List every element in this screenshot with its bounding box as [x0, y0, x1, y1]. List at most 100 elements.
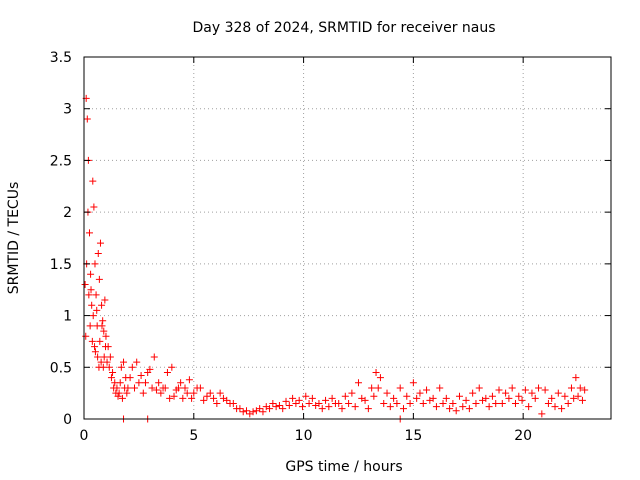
data-point [100, 353, 108, 361]
data-point [266, 405, 274, 413]
data-point [578, 396, 586, 404]
data-point [123, 389, 131, 397]
data-point [226, 399, 234, 407]
data-point [488, 392, 496, 400]
plot-frame [83, 56, 612, 420]
x-tick-label: 5 [189, 428, 198, 444]
data-point [396, 384, 404, 392]
y-tick-label: 1 [63, 309, 72, 325]
x-tick-labels: 0 5 10 15 20 [80, 428, 533, 444]
data-point [535, 384, 543, 392]
data-point [354, 379, 362, 387]
data-point [406, 399, 414, 407]
y-tick-label: 0 [63, 412, 72, 428]
data-point [554, 389, 562, 397]
data-point [183, 389, 191, 397]
tick-marks [83, 56, 611, 420]
data-point [177, 379, 185, 387]
data-point [544, 399, 552, 407]
data-point [390, 394, 398, 402]
data-point [511, 399, 519, 407]
data-point [91, 343, 99, 351]
data-point [118, 394, 126, 402]
data-point [576, 384, 584, 392]
data-point [95, 275, 103, 283]
data-point [479, 396, 487, 404]
y-axis-label: SRMTID / TECUs [6, 182, 22, 295]
data-point [157, 389, 165, 397]
y-tick-labels: 0 0.5 1 1.5 2 2.5 3 3.5 [50, 50, 72, 428]
data-point [289, 394, 297, 402]
data-point [399, 405, 407, 413]
data-point [82, 332, 90, 340]
data-point [538, 410, 546, 418]
data-point [97, 358, 105, 366]
data-point [188, 394, 196, 402]
data-point [144, 368, 152, 376]
data-point [505, 394, 513, 402]
data-point [155, 379, 163, 387]
data-point [114, 392, 122, 400]
data-point [86, 322, 94, 330]
data-point [206, 389, 214, 397]
data-point [426, 396, 434, 404]
data-point [423, 386, 431, 394]
data-point [88, 301, 96, 309]
data-point [94, 353, 102, 361]
data-point [485, 403, 493, 411]
data-point [364, 405, 372, 413]
data-point [174, 384, 182, 392]
data-point [193, 384, 201, 392]
data-point [242, 407, 250, 415]
data-point [210, 394, 218, 402]
data-point [93, 306, 101, 314]
data-point [94, 250, 102, 258]
data-point [446, 405, 454, 413]
data-point [98, 301, 106, 309]
data-point [91, 260, 99, 268]
data-point [203, 392, 211, 400]
data-point [170, 392, 178, 400]
data-point [419, 399, 427, 407]
data-point [472, 399, 480, 407]
chart-title: Day 328 of 2024, SRMTID for receiver nau… [192, 20, 495, 36]
data-point [135, 379, 143, 387]
data-point [141, 379, 149, 387]
data-point [439, 399, 447, 407]
data-point [416, 389, 424, 397]
data-point [91, 348, 99, 356]
data-point [498, 399, 506, 407]
data-point [106, 353, 114, 361]
data-point [98, 322, 106, 330]
data-point [99, 317, 107, 325]
data-point [551, 403, 559, 411]
data-point [83, 115, 91, 123]
data-point [85, 291, 93, 299]
data-point [525, 403, 533, 411]
data-point [128, 363, 136, 371]
data-point [102, 343, 110, 351]
data-point [131, 384, 139, 392]
data-point [403, 392, 411, 400]
data-point [328, 394, 336, 402]
data-point [105, 363, 113, 371]
data-point [541, 386, 549, 394]
data-point [213, 399, 221, 407]
data-point [275, 402, 283, 410]
data-point [96, 337, 104, 345]
data-point [558, 405, 566, 413]
data-point [282, 397, 290, 405]
data-point [495, 386, 503, 394]
data-point [432, 403, 440, 411]
data-point [374, 384, 382, 392]
data-point [87, 270, 95, 278]
data-point [298, 403, 306, 411]
data-point [436, 384, 444, 392]
data-point [351, 403, 359, 411]
data-point [508, 384, 516, 392]
data-point [239, 408, 247, 416]
data-point [139, 389, 147, 397]
data-point [99, 363, 107, 371]
data-point [109, 368, 117, 376]
